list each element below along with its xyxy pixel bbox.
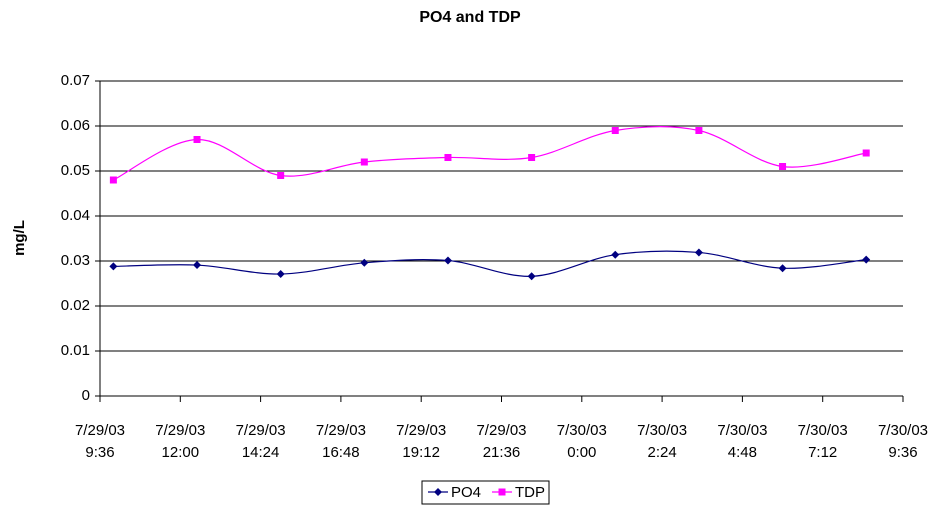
x-tick-label: 7/30/03 0:00 bbox=[556, 422, 607, 461]
data-point bbox=[862, 255, 871, 264]
legend-marker bbox=[434, 488, 442, 496]
data-point bbox=[695, 127, 703, 134]
data-point bbox=[109, 176, 117, 184]
data-point bbox=[193, 136, 201, 143]
x-tick-label: 7/29/03 16:48 bbox=[315, 422, 366, 461]
data-point bbox=[527, 272, 536, 281]
y-tick-label: 0.04 bbox=[61, 207, 90, 224]
data-point bbox=[778, 264, 787, 273]
legend-marker bbox=[498, 488, 506, 496]
data-point bbox=[611, 127, 619, 134]
data-point bbox=[694, 248, 703, 257]
data-point bbox=[611, 250, 620, 259]
y-tick-label: 0.03 bbox=[61, 252, 90, 269]
x-tick-label: 7/29/03 19:12 bbox=[396, 422, 447, 461]
x-tick-label: 7/29/03 9:36 bbox=[74, 422, 126, 461]
x-tick-label: 7/29/03 12:00 bbox=[155, 422, 206, 461]
chart-title: PO4 and TDP bbox=[419, 9, 521, 26]
series-line bbox=[113, 125, 867, 181]
data-point bbox=[276, 270, 285, 279]
y-tick-label: 0.05 bbox=[61, 162, 90, 179]
legend-label: PO4 bbox=[451, 484, 481, 501]
data-point bbox=[443, 256, 452, 265]
y-tick-label: 0.01 bbox=[61, 342, 90, 359]
series-line bbox=[113, 250, 867, 277]
x-tick-label: 7/30/03 7:12 bbox=[797, 422, 848, 461]
data-point bbox=[360, 258, 369, 267]
y-axis-label: mg/L bbox=[11, 220, 28, 256]
legend-box bbox=[421, 480, 550, 505]
y-tick-label: 0 bbox=[82, 387, 90, 404]
y-tick-label: 0.02 bbox=[61, 297, 90, 314]
data-point bbox=[277, 172, 285, 179]
data-point bbox=[193, 261, 202, 270]
y-tick-label: 0.07 bbox=[61, 72, 90, 89]
data-point bbox=[528, 154, 536, 161]
data-point bbox=[109, 262, 118, 271]
x-tick-label: 7/30/03 4:48 bbox=[717, 422, 768, 461]
data-point bbox=[360, 158, 368, 166]
x-tick-label: 7/29/03 14:24 bbox=[235, 422, 286, 461]
y-tick-label: 0.06 bbox=[61, 117, 90, 134]
data-point bbox=[444, 154, 452, 161]
data-point bbox=[779, 163, 787, 170]
x-tick-label: 7/30/03 2:24 bbox=[637, 422, 688, 461]
legend-label: TDP bbox=[515, 484, 545, 501]
x-tick-label: 7/30/03 9:36 bbox=[877, 422, 929, 461]
data-point bbox=[862, 149, 870, 157]
x-tick-label: 7/29/03 21:36 bbox=[476, 422, 527, 461]
